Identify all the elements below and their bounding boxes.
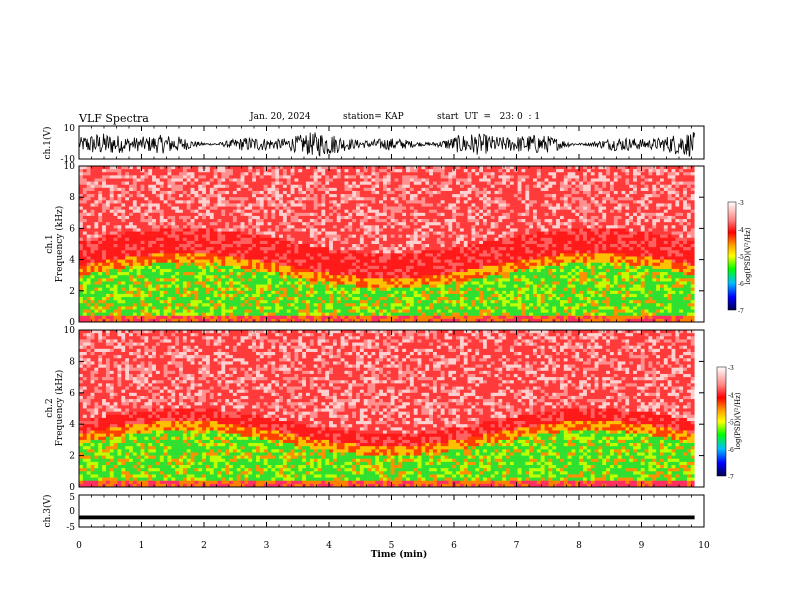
ch1-spectrogram-heatmap [79,166,704,323]
ch2-spec-ytick-4: 4 [69,420,75,430]
ch2-spec-ytick-0: 0 [69,483,75,493]
ch2-spec-ytick-2: 2 [69,452,75,462]
ch2-spec-ytick-10: 10 [64,326,76,336]
ch1-colorbar-tick-2: -5 [738,254,744,261]
ch1-spec-ylabel-1: ch.1 [45,234,55,253]
xaxis-label: Time (min) [371,549,428,560]
ch3-ytick-mid: 0 [69,507,75,517]
chart-title: VLF Spectra [79,112,149,125]
ch3-waveform-band [79,515,695,520]
ch3-ytick-bottom: -5 [66,523,75,533]
ch1-colorbar-tick-0: -3 [738,200,744,207]
ch2-colorbar-tick-1: -4 [728,392,734,399]
ch2-spec-ylabel-2: Frequency (kHz) [54,370,65,447]
ch1-spec-ytick-2: 2 [69,287,75,297]
xtick-label-7: 7 [514,541,520,551]
ch2-colorbar-label: log(PSD)(V²/Hz) [734,392,742,449]
ch2-colorbar-tick-4: -7 [728,474,734,481]
ch1-spec-ytick-0: 0 [69,318,75,328]
ch2-colorbar-tick-0: -3 [728,365,734,372]
ch3-ylabel: ch.3(V) [42,495,53,528]
ch2-spectrogram-heatmap [79,330,704,488]
ch1-colorbar-label: log(PSD)(V²/Hz) [744,227,752,284]
ch2-spec-ytick-8: 8 [69,357,75,367]
ch2-colorbar-tick-3: -6 [728,447,734,454]
ch1-colorbar-tick-4: -7 [738,308,744,315]
xtick-label-3: 3 [264,541,270,551]
xtick-label-6: 6 [451,541,457,551]
xtick-label-10: 10 [698,541,710,551]
ch1-spec-ytick-6: 6 [69,224,75,234]
xtick-label-9: 9 [639,541,645,551]
xtick-label-8: 8 [576,541,582,551]
xtick-label-2: 2 [201,541,207,551]
ch1-spec-ylabel-2: Frequency (kHz) [54,206,65,283]
xtick-label-0: 0 [76,541,82,551]
xtick-label-4: 4 [326,541,332,551]
ch1-colorbar-tick-1: -4 [738,227,744,234]
ch1-spec-ytick-8: 8 [69,193,75,203]
ch2-colorbar [716,366,727,477]
ch1-colorbar [727,201,737,311]
ch1-ylabel: ch.1(V) [42,127,53,160]
ch2-spec-ylabel-1: ch.2 [45,398,55,417]
ch2-spec-ytick-6: 6 [69,389,75,399]
ch1-ytick-bottom: -10 [61,155,76,165]
ch1-spec-ytick-10: 10 [64,162,76,172]
ch1-waveform-line [78,131,695,158]
xtick-label-1: 1 [139,541,145,551]
ch1-colorbar-tick-3: -6 [738,281,744,288]
ch1-spec-ytick-4: 4 [69,256,75,266]
station-label: station= KAP [343,112,404,122]
ch3-waveform-panel: 5 0 -5 ch.3(V) [42,493,705,533]
start-time-label: start UT = 23: 0 : 1 [437,112,541,122]
ch3-ytick-top: 5 [69,493,75,503]
date-label: Jan. 20, 2024 [250,112,311,122]
xtick-label-5: 5 [389,541,395,551]
ch2-colorbar-tick-2: -5 [728,420,734,427]
ch1-ytick-top: 10 [64,124,76,134]
